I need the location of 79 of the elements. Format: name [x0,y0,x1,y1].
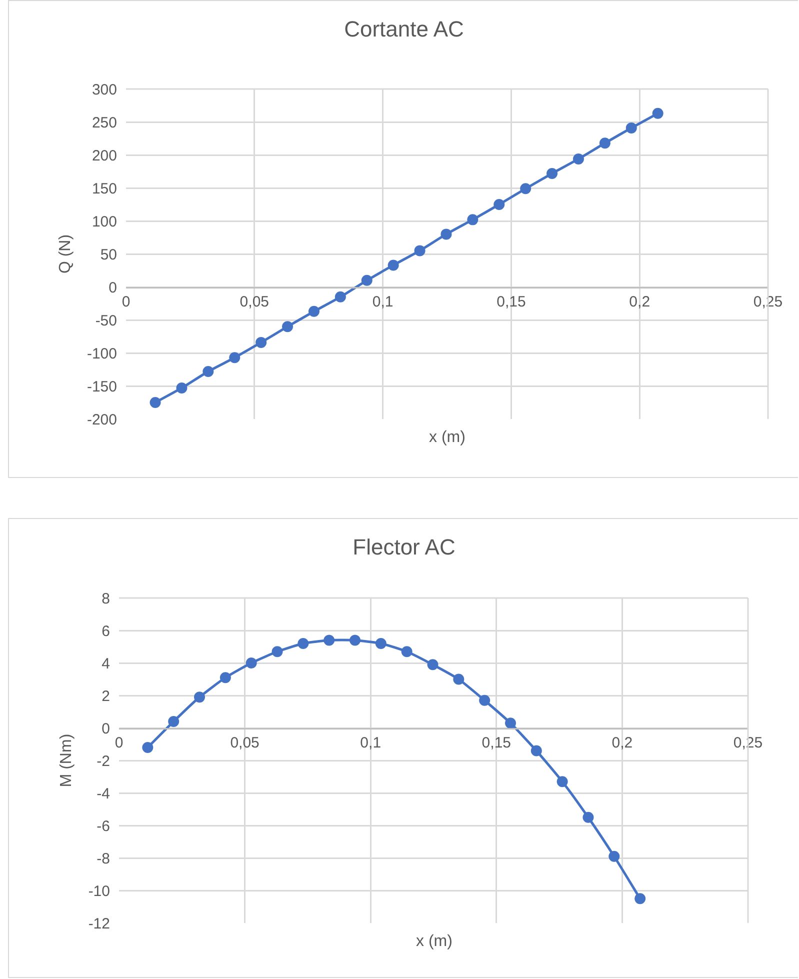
x-axis-title: x (m) [416,933,452,950]
y-tick-label: -4 [96,785,110,802]
point [282,321,294,332]
x-tick-label: 0,15 [496,294,526,310]
point [150,397,161,408]
point [334,291,346,302]
x-tick-label: 0,25 [733,734,763,752]
point [608,850,620,862]
y-tick-label: 150 [92,180,117,198]
point [453,674,464,685]
point [626,122,637,134]
y-tick-label: -100 [86,345,117,362]
y-tick-label: 8 [102,590,110,608]
point [229,352,240,364]
point [375,638,386,649]
point [599,138,610,149]
point [556,776,568,788]
y-tick-label: 100 [92,213,117,230]
y-tick-label: 4 [102,655,110,672]
y-tick-label: 50 [100,246,117,264]
point [202,366,214,377]
point [298,638,309,649]
y-tick-label: -50 [95,312,117,330]
y-tick-label: -200 [86,411,117,428]
y-tick-label: 0 [102,720,110,738]
point [220,672,231,684]
x-tick-label: 0,05 [240,294,269,310]
point [246,658,257,668]
x-tick-label: 0,2 [612,734,633,752]
point [272,646,283,658]
x-axis-title: x (m) [429,429,466,446]
y-tick-label: -12 [88,915,110,932]
point [582,812,594,823]
point [634,893,646,904]
point [427,659,438,670]
x-tick-label: 0,1 [372,294,394,310]
point [652,108,664,119]
x-tick-label: 0,1 [360,734,382,752]
point [256,336,267,348]
x-tick-label: 0,05 [230,734,260,752]
point [572,153,584,164]
chart-title: Cortante AC [344,16,464,42]
point [308,306,320,317]
x-tick-label: 0,2 [629,294,650,310]
y-tick-label: -8 [96,850,110,868]
point [440,228,452,240]
y-axis-title: Q (N) [56,234,74,274]
y-tick-label: -10 [88,882,110,900]
point [142,742,154,753]
y-tick-label: 0 [108,279,117,296]
point [350,634,360,646]
point [324,634,335,646]
point [388,260,399,271]
y-tick-label: -2 [96,752,110,770]
point [530,745,542,756]
point [401,646,412,658]
chart-title: Flector AC [352,534,456,560]
point [176,382,188,394]
x-tick-label: 0,25 [753,294,783,310]
point [520,183,532,194]
point [479,694,490,706]
x-tick-label: 0,15 [482,734,511,752]
point [168,716,180,727]
point [414,245,426,256]
point [494,199,505,210]
y-tick-label: 250 [92,114,117,132]
point [194,692,206,703]
y-tick-label: -6 [96,818,110,835]
point [467,214,478,226]
point [504,718,516,729]
y-tick-label: 300 [92,81,117,98]
y-tick-label: 200 [92,147,117,164]
y-tick-label: 2 [102,688,110,705]
point [361,274,372,286]
y-tick-label: -150 [86,378,117,396]
point [546,168,558,179]
y-axis-title: M (Nm) [58,734,76,788]
y-tick-label: 6 [102,622,110,640]
x-tick-label: 0 [122,294,130,310]
